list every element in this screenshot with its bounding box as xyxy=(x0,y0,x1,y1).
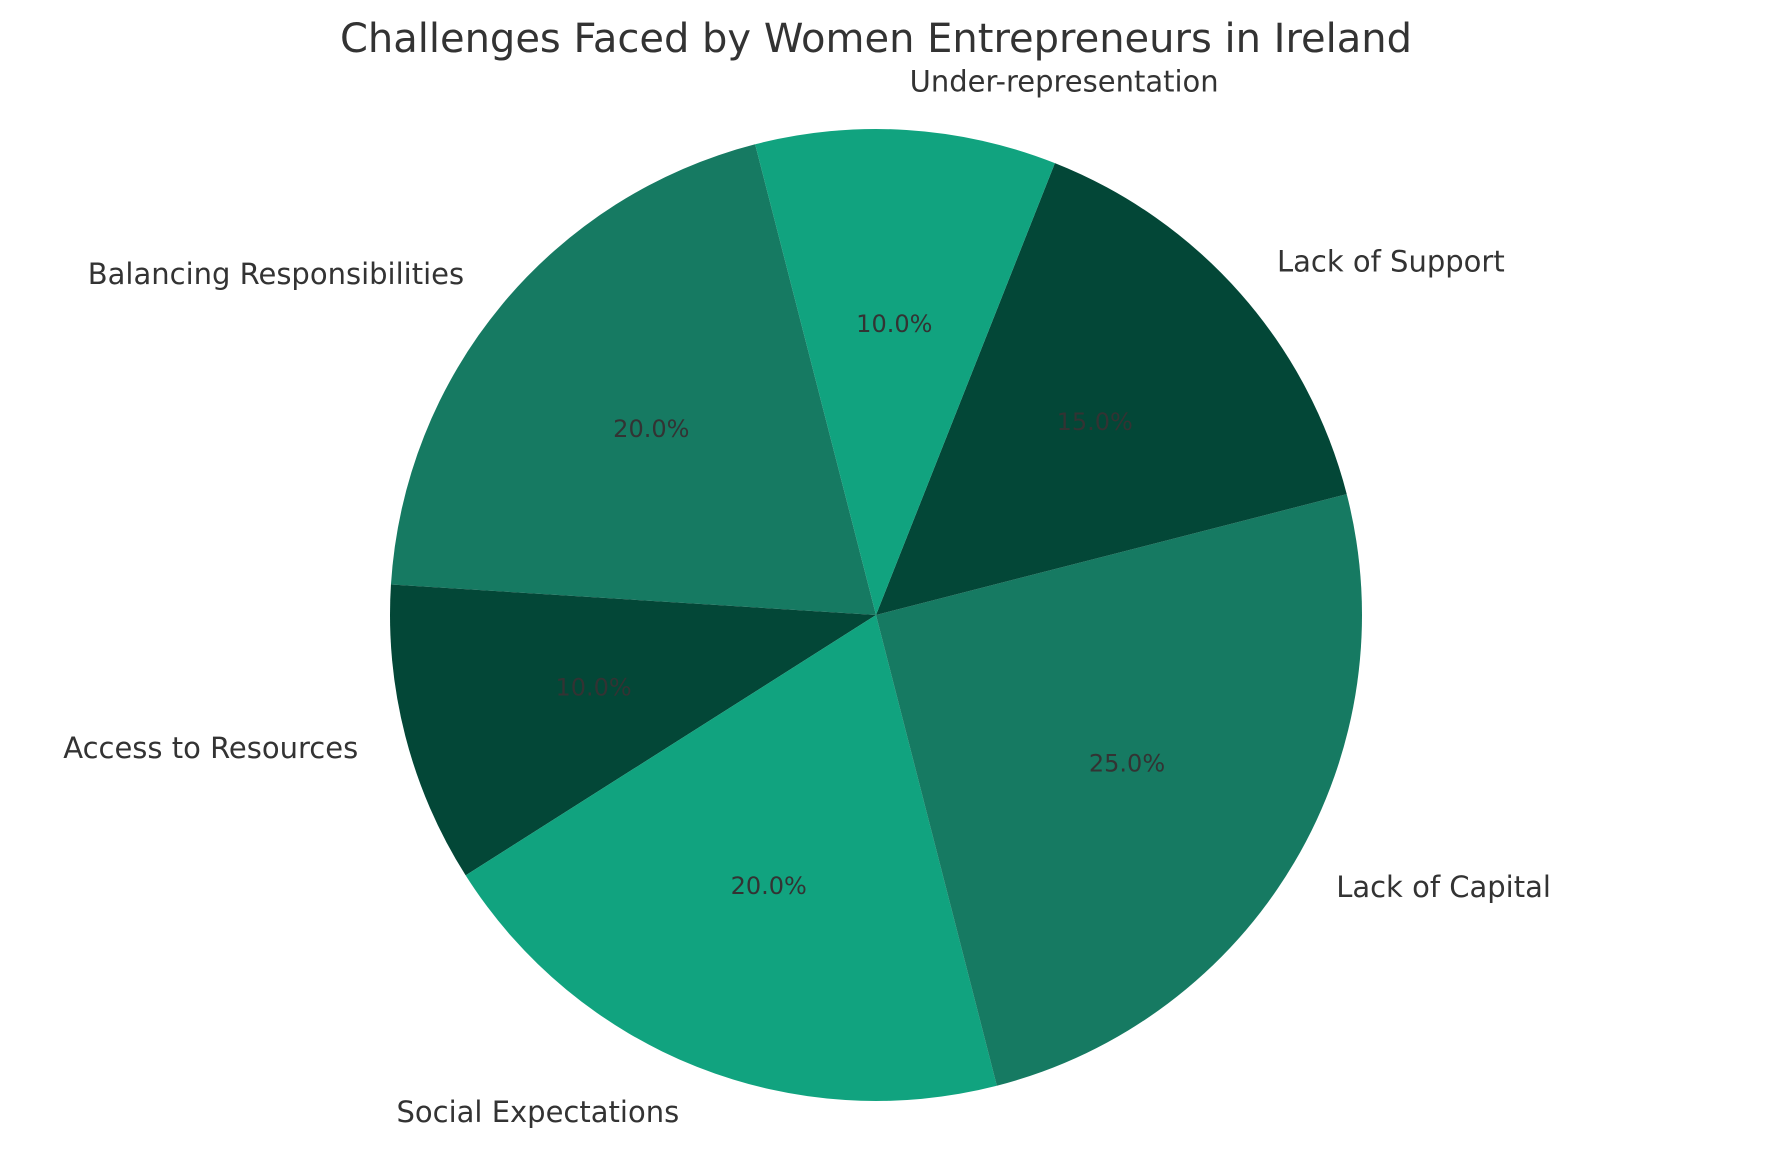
pie-slices xyxy=(390,129,1362,1101)
pie-slice-labels: Balancing Responsibilities Access to Reso… xyxy=(63,65,1551,1130)
pie-percent-labels: 20.0% 10.0% 20.0% 25.0% 15.0% 10.0% xyxy=(555,310,1165,900)
pie-slice-social-expectations xyxy=(465,615,997,1101)
slice-label-lack-of-support: Lack of Support xyxy=(1277,245,1505,279)
pie-slice-access-to-resources xyxy=(390,584,876,876)
slice-label-balancing-responsibilities: Balancing Responsibilities xyxy=(88,257,464,291)
percent-label-lack-of-support: 15.0% xyxy=(1057,408,1133,436)
percent-label-balancing-responsibilities: 20.0% xyxy=(613,415,689,443)
chart-title: Challenges Faced by Women Entrepreneurs … xyxy=(340,16,1412,62)
percent-label-access-to-resources: 10.0% xyxy=(555,674,631,702)
pie-slice-balancing-responsibilities xyxy=(390,144,876,615)
pie-slice-lack-of-capital xyxy=(876,494,1362,1086)
percent-label-lack-of-capital: 25.0% xyxy=(1089,749,1165,777)
slice-label-lack-of-capital: Lack of Capital xyxy=(1336,870,1551,904)
slice-label-social-expectations: Social Expectations xyxy=(397,1095,680,1129)
percent-label-social-expectations: 20.0% xyxy=(731,872,807,900)
slice-label-under-representation: Under-representation xyxy=(910,65,1219,99)
pie-slice-lack-of-support xyxy=(876,163,1347,615)
percent-label-under-representation: 10.0% xyxy=(856,310,932,338)
pie-slice-under-representation xyxy=(755,129,1055,615)
slice-label-access-to-resources: Access to Resources xyxy=(63,731,358,765)
